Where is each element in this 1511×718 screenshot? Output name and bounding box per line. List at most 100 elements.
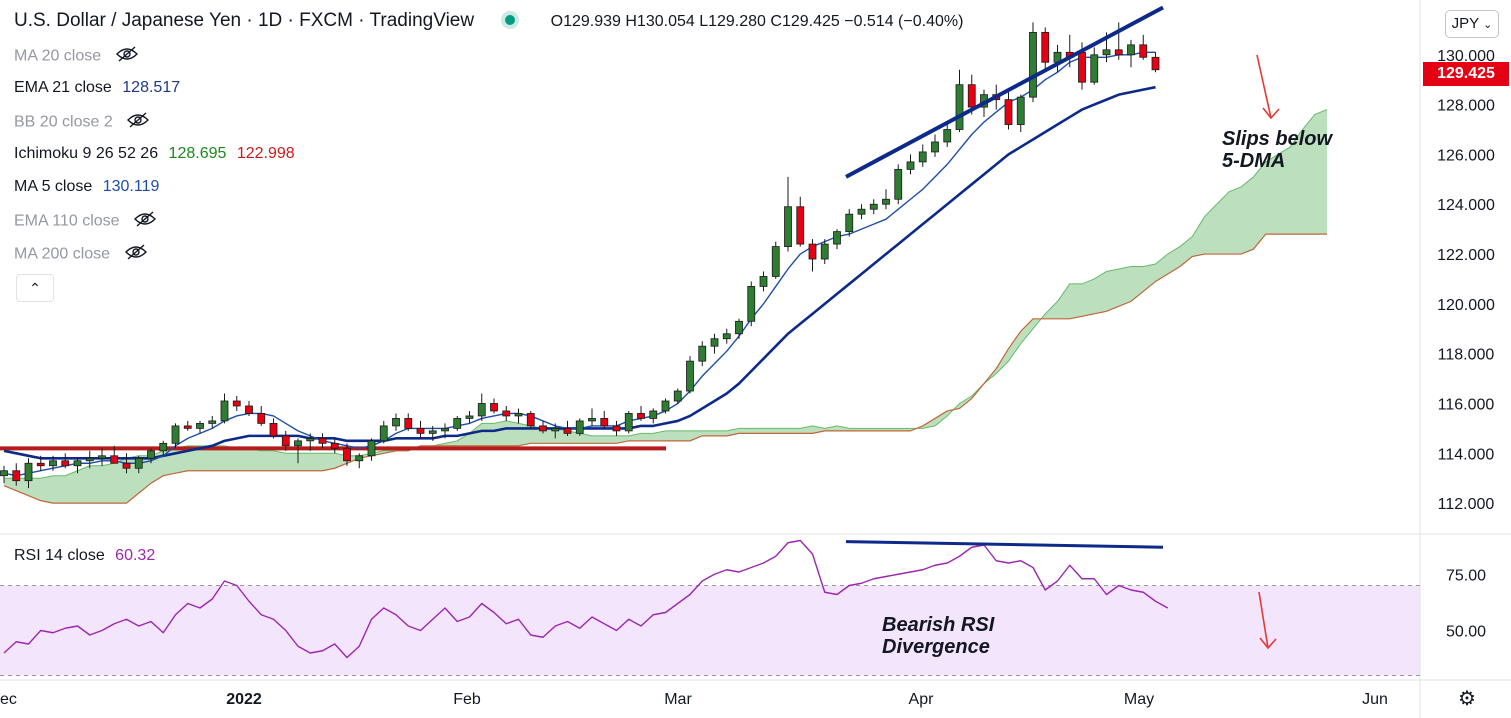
candle-body — [367, 440, 376, 457]
price-tick-label: 128.000 — [1437, 98, 1495, 115]
time-tick-label: 2022 — [226, 691, 262, 708]
candle-body — [735, 320, 743, 335]
currency-select[interactable]: JPY ⌄ — [1445, 10, 1499, 38]
indicator-value: 128.695 — [168, 145, 227, 162]
candle-body — [171, 425, 180, 444]
price-axis[interactable]: 112.000 114.000 116.000 118.000 120.000 122.0… — [1437, 48, 1495, 513]
candle-body — [612, 425, 621, 432]
time-tick-label: ec — [0, 691, 17, 708]
candle-body — [110, 455, 119, 464]
candle-body — [796, 206, 805, 245]
indicator-value: 130.119 — [102, 178, 160, 195]
candle-body — [379, 425, 388, 442]
indicator-rsi[interactable]: RSI 14 close 60.32 — [14, 547, 155, 565]
candle-body — [49, 460, 57, 467]
indicator-bb[interactable]: BB 20 close 2 — [14, 112, 150, 133]
candle-body — [710, 338, 719, 347]
candle-body — [245, 405, 253, 414]
indicator-ema110[interactable]: EMA 110 close — [14, 211, 156, 232]
candle-body — [159, 442, 168, 452]
price-trendline — [845, 5, 1164, 179]
candle-body — [318, 437, 327, 444]
eye-hidden-icon[interactable] — [127, 112, 150, 133]
candle-body — [918, 151, 927, 163]
price-tick-label: 112.000 — [1438, 496, 1495, 513]
candle-body — [330, 442, 339, 449]
rsi-tick-label: 75.00 — [1446, 567, 1486, 584]
candle-body — [1151, 56, 1160, 71]
indicator-ichimoku[interactable]: Ichimoku 9 26 52 26 128.695 122.998 — [14, 145, 295, 163]
price-tick-label: 118.000 — [1438, 347, 1495, 364]
eye-hidden-icon[interactable] — [124, 244, 147, 265]
candle-body — [686, 360, 694, 392]
time-tick-label: Apr — [909, 691, 935, 708]
candle-body — [820, 243, 829, 260]
candle-body — [722, 333, 731, 340]
down-arrow-shaft — [1256, 54, 1272, 119]
annotation-slips: Slips below 5-DMA — [1222, 128, 1332, 172]
candle-body — [673, 390, 682, 402]
price-tick-label: 114.000 — [1438, 446, 1495, 463]
rsi-axis: 50.00 75.00 — [1446, 567, 1486, 640]
ohlc-values: O129.939 H130.054 L129.280 C129.425 −0.5… — [550, 13, 964, 30]
candle-body — [808, 243, 817, 260]
candle-body — [1029, 31, 1037, 98]
candle-body — [1102, 49, 1111, 56]
arrows — [1256, 54, 1280, 650]
candle-body — [575, 420, 584, 434]
candle-body — [281, 435, 290, 447]
candle-body — [208, 420, 217, 424]
candle-body — [269, 423, 278, 437]
candle-body — [1041, 31, 1050, 63]
candle-body — [1016, 96, 1025, 125]
candle-body — [134, 457, 143, 469]
chevron-up-icon: ⌃ — [29, 280, 41, 296]
settings-gear-icon[interactable]: ⚙ — [1458, 688, 1476, 710]
trendlines — [845, 5, 1164, 179]
indicator-ma20[interactable]: MA 20 close — [14, 46, 138, 67]
candle-body — [894, 168, 903, 200]
candle-body — [1090, 54, 1099, 83]
market-status-icon — [505, 14, 516, 25]
indicator-label: MA 200 close — [14, 245, 111, 263]
price-tick-label: 120.000 — [1437, 297, 1495, 314]
eye-hidden-icon[interactable] — [134, 211, 156, 232]
candle-body — [784, 206, 792, 247]
rsi-line — [3, 539, 1169, 659]
indicator-ma5[interactable]: MA 5 close 130.119 — [14, 178, 159, 196]
price-tick-label: 122.000 — [1437, 247, 1495, 264]
candle-body — [306, 437, 315, 442]
annotation-line: 5-DMA — [1222, 150, 1286, 172]
indicator-label: EMA 110 close — [14, 212, 120, 230]
candle-body — [490, 403, 498, 412]
candle-body — [220, 400, 229, 422]
candle-body — [24, 462, 33, 482]
candle-body — [551, 427, 560, 432]
candle-body — [906, 161, 915, 170]
candle-body — [526, 413, 535, 427]
last-price-label: 129.425 — [1423, 62, 1509, 86]
indicator-label: BB 20 close 2 — [14, 113, 113, 131]
collapse-legend-button[interactable]: ⌃ — [16, 274, 54, 302]
cloud-span-b — [3, 233, 1327, 504]
candle-body — [502, 410, 511, 417]
indicator-label: Ichimoku 9 26 52 26 — [14, 145, 159, 162]
candle-body — [1114, 49, 1123, 56]
candle-body — [955, 84, 964, 130]
candle-body — [759, 276, 768, 287]
eye-hidden-icon[interactable] — [115, 46, 138, 67]
indicator-ma200[interactable]: MA 200 close — [14, 244, 147, 265]
candle-body — [1127, 44, 1135, 56]
indicator-ema21[interactable]: EMA 21 close 128.517 — [14, 79, 180, 97]
candle-body — [428, 430, 437, 434]
time-axis[interactable]: ec 2022 Feb Mar Apr May Jun — [0, 691, 1388, 708]
candle-body — [943, 129, 952, 143]
time-tick-label: Mar — [664, 691, 692, 708]
indicator-label: RSI 14 close — [14, 547, 105, 564]
candle-body — [12, 470, 21, 482]
price-pane[interactable] — [0, 0, 1420, 533]
candle-body — [441, 427, 449, 432]
symbol-title[interactable]: U.S. Dollar / Japanese Yen · 1D · FXCM ·… — [14, 10, 475, 31]
rsi-band — [0, 585, 1420, 676]
